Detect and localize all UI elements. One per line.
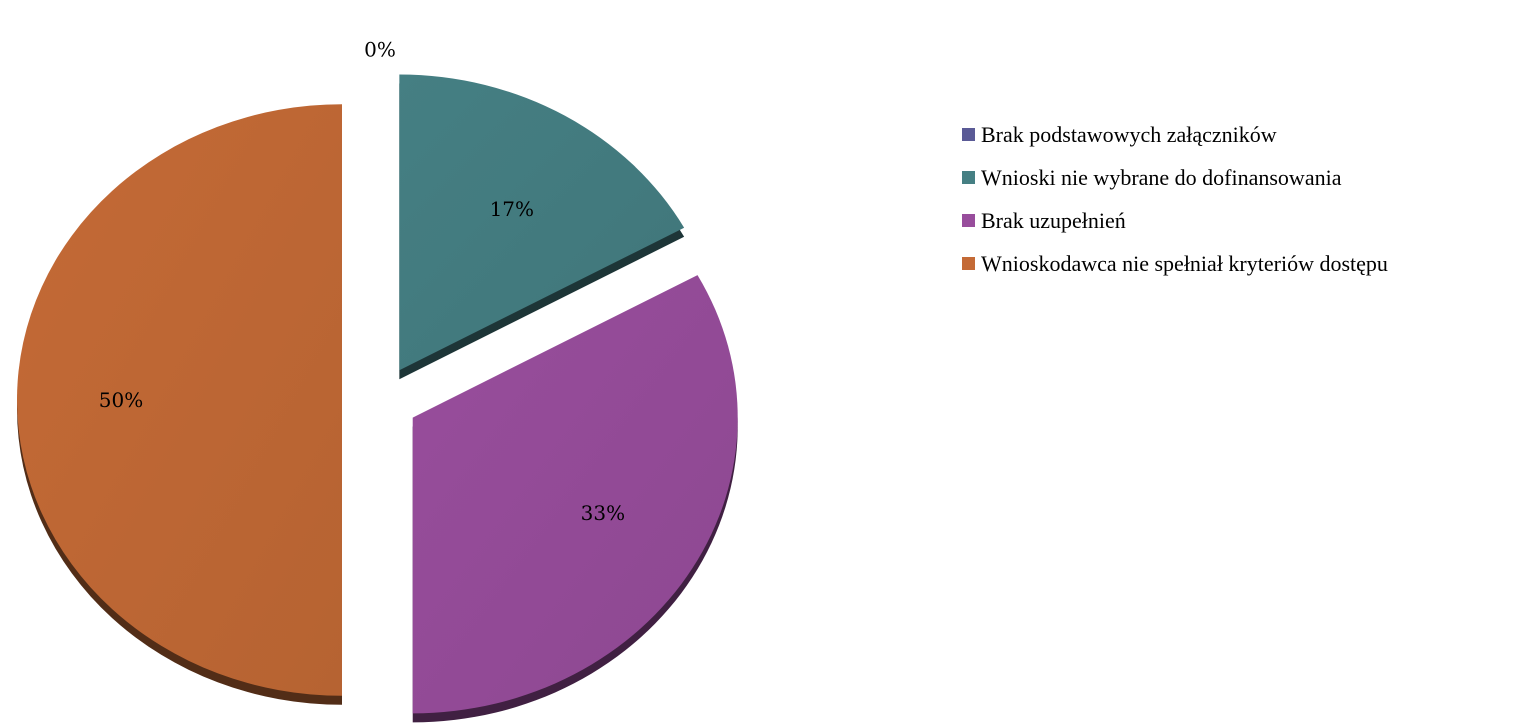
legend-item: Wnioski nie wybrane do dofinansowania xyxy=(962,156,1388,199)
legend-swatch xyxy=(962,257,975,270)
legend-item: Wnioskodawca nie spełniał kryteriów dost… xyxy=(962,242,1388,285)
legend-label: Brak podstawowych załączników xyxy=(981,121,1277,147)
legend-item: Brak podstawowych załączników xyxy=(962,113,1388,156)
pie-slice xyxy=(399,74,685,371)
pie-data-label: 33% xyxy=(581,501,625,525)
pie-data-label: 50% xyxy=(99,388,143,412)
pie-data-labels: 0% 17% 33% 50% xyxy=(99,38,625,525)
legend: Brak podstawowych załączników Wnioski ni… xyxy=(962,113,1388,285)
pie-data-label: 0% xyxy=(364,38,396,62)
pie-slice xyxy=(17,104,343,696)
legend-label: Wnioski nie wybrane do dofinansowania xyxy=(981,164,1342,190)
legend-swatch xyxy=(962,128,975,141)
pie-data-label: 17% xyxy=(490,197,534,221)
legend-swatch xyxy=(962,214,975,227)
legend-item: Brak uzupełnień xyxy=(962,199,1388,242)
legend-label: Brak uzupełnień xyxy=(981,207,1126,233)
pie-slice xyxy=(412,275,738,714)
legend-swatch xyxy=(962,171,975,184)
pie-slices xyxy=(17,74,738,723)
legend-label: Wnioskodawca nie spełniał kryteriów dost… xyxy=(981,250,1388,276)
